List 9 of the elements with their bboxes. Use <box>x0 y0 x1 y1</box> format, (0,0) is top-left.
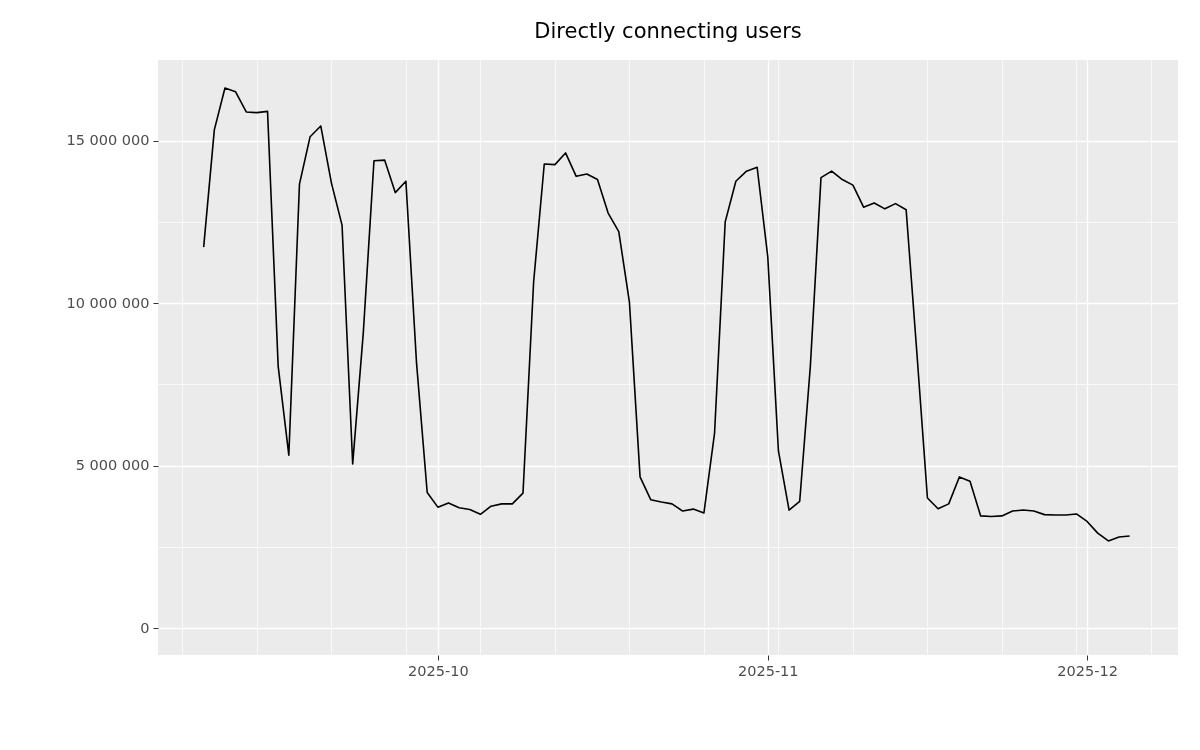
y-tick-label: 0 <box>140 619 150 636</box>
x-tick-label: 2025-11 <box>737 662 799 679</box>
chart-title: Directly connecting users <box>534 19 802 43</box>
line-series <box>202 87 1131 542</box>
y-tick-label: 15 000 000 <box>66 132 150 149</box>
x-tick-label: 2025-12 <box>1057 662 1118 679</box>
y-tick-label: 5 000 000 <box>75 457 150 474</box>
x-tick-label: 2025-10 <box>408 662 469 679</box>
y-tick-label: 10 000 000 <box>66 294 150 311</box>
